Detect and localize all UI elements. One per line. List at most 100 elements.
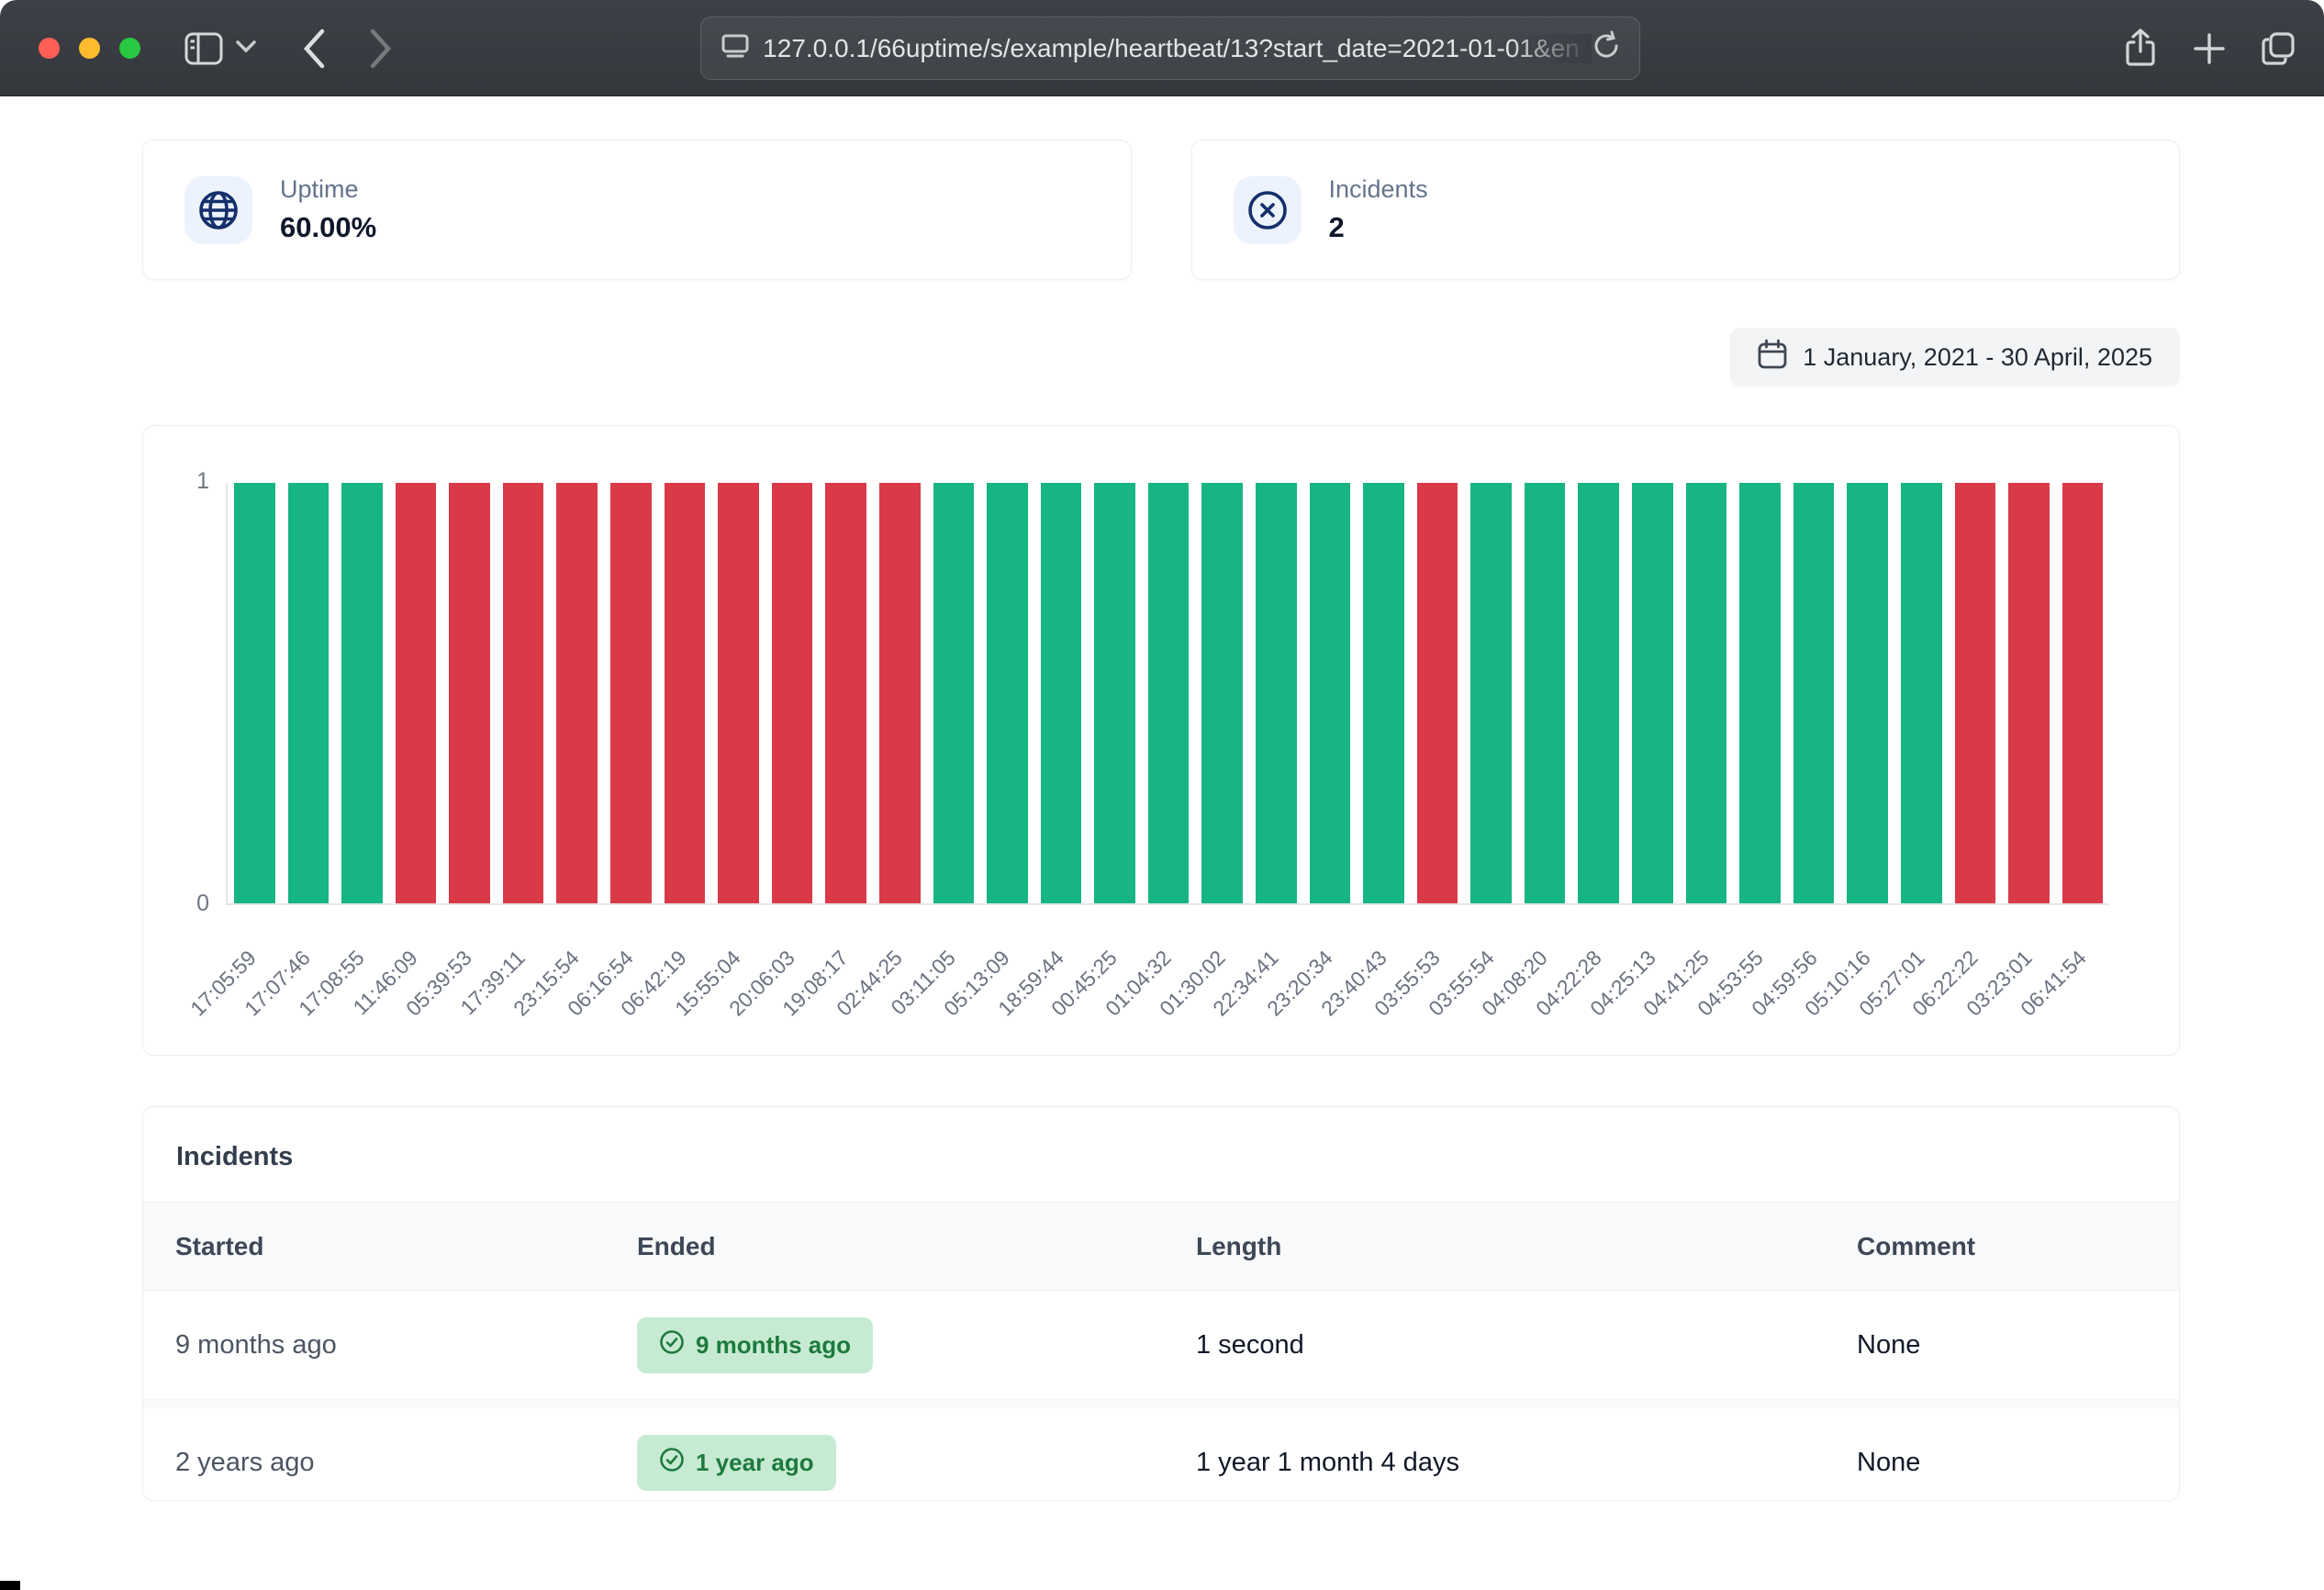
heartbeat-bar-down[interactable] — [878, 483, 921, 903]
heartbeat-bar-up[interactable] — [1578, 483, 1620, 903]
back-button[interactable] — [286, 0, 341, 96]
heartbeat-bar-up[interactable] — [1147, 483, 1190, 903]
uptime-value: 60.00% — [280, 211, 377, 243]
heartbeat-bar-down[interactable] — [771, 483, 813, 903]
heartbeat-bar-down[interactable] — [2061, 483, 2104, 903]
sidebar-toggle-button[interactable] — [173, 0, 235, 96]
heartbeat-bar-down[interactable] — [1416, 483, 1458, 903]
heartbeat-bar-down[interactable] — [395, 483, 437, 903]
tabs-icon — [2260, 30, 2296, 67]
bar-slot — [927, 483, 981, 903]
heartbeat-bar-up[interactable] — [933, 483, 975, 903]
column-header-started: Started — [175, 1231, 264, 1260]
heartbeat-chart-card: 1 0 17:05:59 17:07:46 17:08:55 11:46:09 05:3… — [142, 425, 2180, 1056]
reload-icon[interactable] — [1592, 30, 1621, 66]
incident-length: 1 year 1 month 4 days — [1196, 1447, 1459, 1477]
bar-slot — [1195, 483, 1249, 903]
heartbeat-bar-up[interactable] — [1094, 483, 1135, 903]
incident-ended: 1 year ago — [637, 1434, 1196, 1491]
bar-slot — [1949, 483, 2003, 903]
sidebar-menu-chevron[interactable] — [235, 0, 257, 96]
heartbeat-bar-up[interactable] — [1900, 483, 1942, 903]
heartbeat-bar-up[interactable] — [1363, 483, 1404, 903]
share-icon — [2124, 28, 2157, 69]
website-settings-icon[interactable] — [720, 30, 751, 66]
date-range-button[interactable]: 1 January, 2021 - 30 April, 2025 — [1730, 328, 2180, 386]
x-circle-icon — [1233, 175, 1302, 244]
stats-row: Uptime 60.00% Incidents 2 — [142, 140, 2180, 280]
heartbeat-bar-up[interactable] — [1255, 483, 1297, 903]
check-circle-icon — [659, 1329, 685, 1361]
bar-slot — [282, 483, 336, 903]
bar-slot — [1680, 483, 1734, 903]
date-range-row: 1 January, 2021 - 30 April, 2025 — [142, 328, 2180, 386]
heartbeat-bar-up[interactable] — [1793, 483, 1835, 903]
new-tab-button[interactable] — [2180, 0, 2239, 96]
incident-started: 9 months ago — [175, 1329, 337, 1360]
heartbeat-bar-down[interactable] — [556, 483, 598, 903]
heartbeat-bar-up[interactable] — [1847, 483, 1888, 903]
address-bar[interactable]: 127.0.0.1/66uptime/s/example/heartbeat/1… — [700, 17, 1640, 80]
bar-slot — [1034, 483, 1089, 903]
close-button[interactable] — [39, 38, 60, 59]
column-header-ended: Ended — [637, 1231, 716, 1260]
zoom-button[interactable] — [119, 38, 140, 59]
incident-ended: 9 months ago — [637, 1316, 1196, 1373]
bar-slot — [550, 483, 604, 903]
heartbeat-bar-down[interactable] — [449, 483, 490, 903]
bar-slot — [228, 483, 282, 903]
share-button[interactable] — [2111, 0, 2170, 96]
bar-slot — [1571, 483, 1626, 903]
heartbeat-bar-up[interactable] — [1201, 483, 1243, 903]
bar-slot — [2056, 483, 2110, 903]
incident-length: 1 second — [1196, 1329, 1304, 1360]
heartbeat-bar-up[interactable] — [1524, 483, 1566, 903]
bar-slot — [2002, 483, 2056, 903]
bar-slot — [1411, 483, 1465, 903]
heartbeat-bar-down[interactable] — [825, 483, 866, 903]
incident-started: 2 years ago — [175, 1447, 315, 1477]
heartbeat-bar-up[interactable] — [341, 483, 383, 903]
heartbeat-bar-down[interactable] — [610, 483, 652, 903]
heartbeat-bar-down[interactable] — [2008, 483, 2050, 903]
heartbeat-bar-up[interactable] — [1309, 483, 1351, 903]
incident-row: 2 years ago 1 year ago 1 year 1 month 4 da… — [143, 1408, 2179, 1500]
minimize-button[interactable] — [79, 38, 100, 59]
heartbeat-bar-down[interactable] — [718, 483, 759, 903]
incident-comment: None — [1857, 1329, 1921, 1360]
calendar-icon — [1758, 339, 1787, 376]
bar-slot — [1787, 483, 1841, 903]
ended-badge: 1 year ago — [637, 1434, 836, 1491]
y-axis-tick-0: 0 — [196, 890, 209, 916]
tab-overview-button[interactable] — [2249, 0, 2307, 96]
forward-button[interactable] — [353, 0, 408, 96]
bar-slot — [389, 483, 443, 903]
bar-slot — [658, 483, 712, 903]
bar-slot — [1464, 483, 1518, 903]
bar-slot — [497, 483, 551, 903]
incidents-table-body: 9 months ago 9 months ago 1 second None 2 ye… — [143, 1291, 2179, 1500]
chevron-down-icon — [235, 39, 257, 58]
heartbeat-bar-up[interactable] — [1632, 483, 1673, 903]
heartbeat-bar-up[interactable] — [1685, 483, 1727, 903]
incidents-table-header: Started Ended Length Comment — [143, 1202, 2179, 1291]
heartbeat-bar-up[interactable] — [987, 483, 1028, 903]
heartbeat-bar-up[interactable] — [234, 483, 275, 903]
incidents-card: Incidents 2 — [1190, 140, 2180, 280]
heartbeat-bar-down[interactable] — [664, 483, 706, 903]
ended-badge: 9 months ago — [637, 1316, 874, 1373]
heartbeat-bar-up[interactable] — [287, 483, 330, 903]
bar-slot — [1303, 483, 1358, 903]
heartbeat-bar-down[interactable] — [502, 483, 544, 903]
heartbeat-bar-up[interactable] — [1040, 483, 1082, 903]
globe-icon — [184, 175, 252, 244]
heartbeat-bar-down[interactable] — [1954, 483, 1996, 903]
heartbeat-bar-up[interactable] — [1739, 483, 1781, 903]
incident-row: 9 months ago 9 months ago 1 second None — [143, 1291, 2179, 1399]
heartbeat-bar-up[interactable] — [1470, 483, 1512, 903]
bar-slot — [980, 483, 1034, 903]
screenshot-artifact — [0, 1581, 20, 1590]
row-separator — [143, 1399, 2179, 1408]
bar-slot — [1840, 483, 1894, 903]
